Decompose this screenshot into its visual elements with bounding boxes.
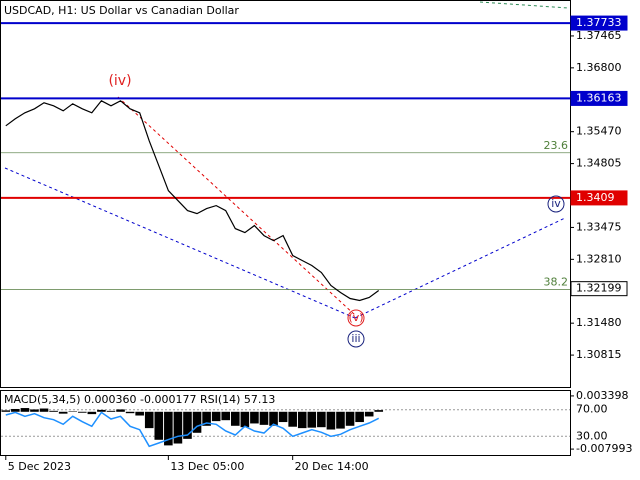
chart-title: USDCAD, H1: US Dollar vs Canadian Dollar (4, 4, 239, 17)
histogram-bar (364, 411, 374, 417)
y-tick-label: 0.003398 (576, 389, 629, 402)
price-label-box (570, 15, 628, 31)
y-tick-label: 1.37465 (576, 29, 622, 42)
price-label: 1.36163 (576, 91, 622, 104)
histogram-bar (336, 411, 345, 429)
histogram-bar (116, 409, 125, 412)
price-label: 1.32199 (576, 282, 622, 295)
histogram-bar (106, 410, 116, 412)
x-tick-label: 20 Dec 14:00 (295, 460, 369, 473)
histogram-bar (77, 411, 87, 413)
wave-label: (iv) (108, 73, 131, 89)
y-tick-label: 1.33475 (576, 220, 622, 233)
wave-label: iii (351, 332, 360, 345)
y2-tick-label: 70.00 (576, 403, 608, 416)
histogram-bar (144, 411, 154, 429)
indicator-title: MACD(5,34,5) 0.000360 -0.000177 RSI(14) … (4, 393, 275, 406)
histogram-bar (30, 409, 39, 412)
wave-line (354, 217, 566, 319)
histogram-bar (135, 411, 144, 416)
x-tick-label: 5 Dec 2023 (8, 460, 71, 473)
histogram-bar (211, 411, 221, 422)
x-tick-label: 13 Dec 05:00 (170, 460, 244, 473)
fib-label: 23.6 (544, 139, 569, 152)
price-label: 1.3409 (576, 191, 615, 204)
histogram-bar (297, 411, 307, 429)
histogram-bar (164, 411, 173, 446)
histogram-bar (374, 410, 384, 412)
histogram-bar (11, 408, 20, 412)
wave-label: iv (551, 197, 561, 210)
rsi-line (5, 411, 380, 448)
price-line (5, 100, 380, 302)
histogram-bar (1, 410, 11, 412)
price-label-box (570, 90, 628, 106)
histogram-bar (58, 411, 68, 414)
histogram-bar (317, 411, 326, 428)
histogram-bar (202, 411, 211, 426)
fib-label: 38.2 (544, 276, 569, 289)
histogram-bar (87, 411, 97, 415)
histogram-bar (97, 409, 106, 412)
wave-circle (347, 330, 365, 348)
y-tick-label: 1.35470 (576, 125, 622, 138)
histogram-bar (326, 411, 336, 430)
histogram-bar (20, 408, 30, 412)
main-frame (0, 0, 571, 388)
histogram-bar (259, 411, 269, 425)
histogram-bar (221, 411, 231, 421)
histogram-bar (49, 410, 58, 412)
histogram-bar (173, 411, 183, 444)
wave-circle (547, 195, 565, 213)
histogram-bar (269, 411, 278, 426)
histogram-bar (307, 411, 317, 428)
histogram-bar (250, 411, 259, 424)
histogram-bar (183, 411, 192, 439)
trend-line (479, 1, 569, 9)
histogram-bar (288, 411, 297, 427)
price-label-box (570, 281, 628, 297)
wave-circle (347, 309, 365, 327)
y-tick-label: 1.36800 (576, 61, 622, 74)
histogram-bar (355, 411, 364, 423)
price-label: 1.37733 (576, 16, 622, 29)
sub-frame (0, 390, 571, 456)
y-tick-label: 1.34805 (576, 157, 622, 170)
histogram-bar (68, 411, 78, 412)
y-tick-label: 1.32810 (576, 252, 622, 265)
histogram-bar (154, 411, 164, 440)
y-tick-label: 1.30815 (576, 348, 622, 361)
price-label-box (570, 190, 628, 206)
histogram-bar (345, 411, 355, 426)
histogram-bar (125, 411, 135, 414)
histogram-bar (240, 411, 250, 428)
y-tick-label: 1.31480 (576, 316, 622, 329)
y-tick-label: -0.007993 (576, 442, 632, 455)
histogram-bar (39, 408, 49, 412)
wave-label: (v) (348, 311, 363, 324)
histogram-bar (230, 411, 240, 426)
histogram-bar (192, 411, 202, 433)
y2-tick-label: 30.00 (576, 429, 608, 442)
histogram-bar (278, 411, 288, 423)
